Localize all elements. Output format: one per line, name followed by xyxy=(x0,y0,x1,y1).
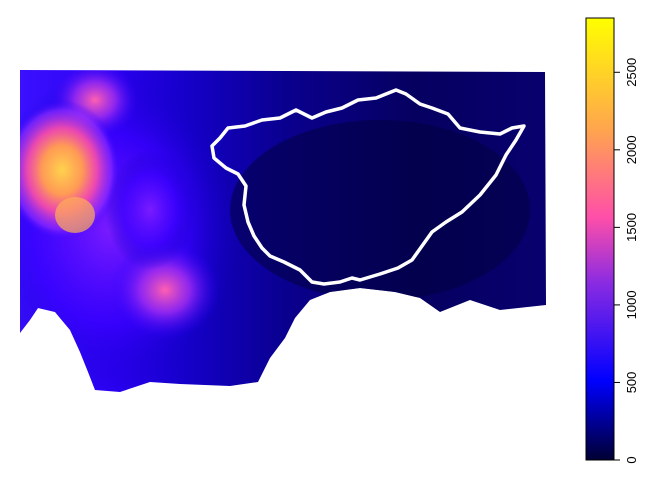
elevation-raster xyxy=(20,70,546,392)
legend-tick-label: 500 xyxy=(624,372,639,394)
terrain-peak-minor xyxy=(55,197,95,233)
legend-tick-label: 2500 xyxy=(624,58,639,87)
legend-colorbar xyxy=(585,17,615,461)
terrain-lowland-shade xyxy=(230,120,530,300)
legend-tick-label: 2000 xyxy=(624,135,639,164)
terrain-ridge-east xyxy=(105,150,195,270)
legend-tick-label: 1500 xyxy=(624,213,639,242)
legend-tick-label: 0 xyxy=(624,456,639,463)
legend-ticks: 0 500 1000 1500 2000 2500 xyxy=(614,58,639,464)
legend-tick-label: 1000 xyxy=(624,290,639,319)
elevation-legend: 0 500 1000 1500 2000 2500 xyxy=(585,17,639,464)
study-area-boundary xyxy=(210,88,526,286)
